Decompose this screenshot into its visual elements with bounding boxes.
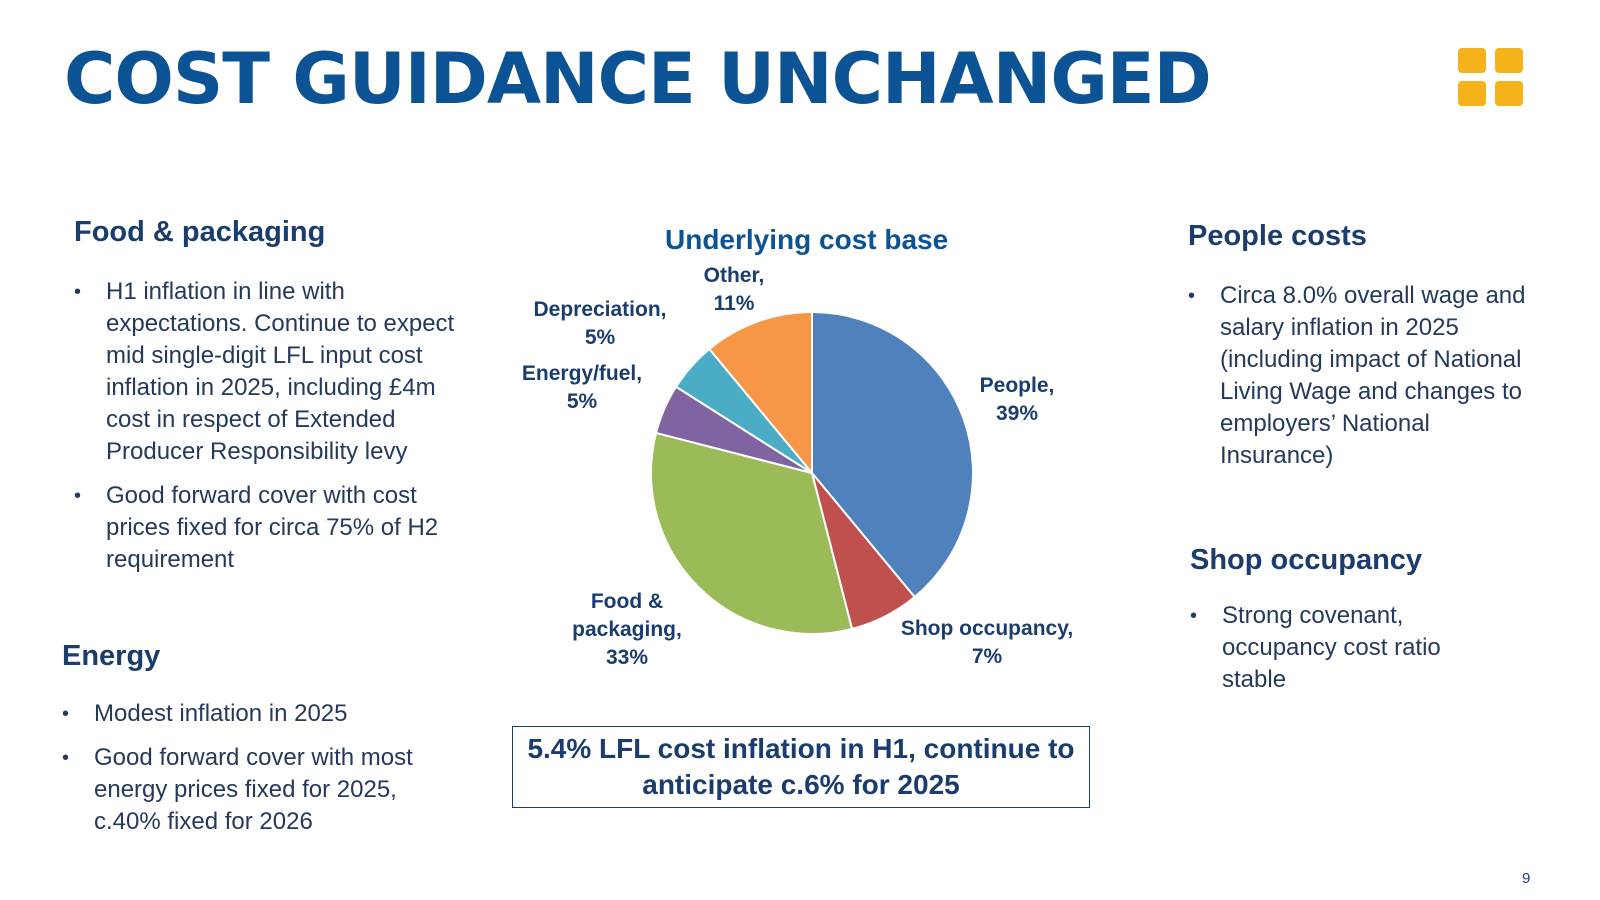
energy-heading: Energy: [62, 640, 161, 672]
slice-label-line: 33%: [606, 646, 648, 669]
slice-label-line: People,: [980, 374, 1055, 397]
logo-square-icon: [1458, 48, 1486, 73]
logo-square-icon: [1458, 81, 1486, 106]
bullet-item: Modest inflation in 2025: [62, 698, 442, 730]
pie-slice: [707, 310, 813, 476]
logo-square-icon: [1495, 81, 1523, 106]
bullet-item: Good forward cover with cost prices fixe…: [74, 480, 464, 576]
bullet-item: Good forward cover with most energy pric…: [62, 742, 442, 838]
pie-slice: [811, 310, 974, 599]
slice-label-line: Energy/fuel,: [522, 362, 642, 385]
chart-title: Underlying cost base: [665, 224, 949, 255]
slice-label: People, 39%: [980, 374, 1055, 425]
slide-title: COST GUIDANCE UNCHANGED: [64, 38, 1212, 120]
people-costs-heading: People costs: [1188, 220, 1367, 252]
bullet-item: Circa 8.0% overall wage and salary infla…: [1188, 280, 1538, 472]
slice-label-line: 7%: [972, 645, 1003, 668]
slice-label: Shop occupancy, 7%: [901, 617, 1073, 668]
slice-label: Depreciation, 5%: [533, 298, 666, 349]
slice-label-line: Food &: [591, 590, 663, 613]
slice-label-line: 5%: [567, 390, 598, 413]
slice-label: Food & packaging, 33%: [572, 590, 682, 669]
four-squares-logo-icon: [1458, 48, 1524, 106]
callout-box: 5.4% LFL cost inflation in H1, continue …: [512, 726, 1090, 808]
pie-slice: [650, 431, 854, 635]
slice-label-line: Shop occupancy,: [901, 617, 1073, 640]
slice-label: Other, 11%: [704, 264, 765, 315]
shop-occupancy-heading: Shop occupancy: [1190, 544, 1423, 576]
food-packaging-heading: Food & packaging: [74, 216, 326, 248]
food-packaging-bullets: H1 inflation in line with expectations. …: [74, 276, 464, 588]
shop-occupancy-bullets: Strong covenant, occupancy cost ratio st…: [1190, 600, 1510, 708]
slice-label-line: Other,: [704, 264, 765, 287]
energy-bullets: Modest inflation in 2025 Good forward co…: [62, 698, 442, 850]
slice-label-line: 5%: [585, 326, 616, 349]
page-number: 9: [1522, 870, 1531, 887]
bullet-item: Strong covenant, occupancy cost ratio st…: [1190, 600, 1510, 696]
slice-label-line: 11%: [714, 292, 755, 315]
slice-label-line: 39%: [996, 402, 1038, 425]
slice-label-line: packaging,: [572, 618, 682, 641]
bullet-item: H1 inflation in line with expectations. …: [74, 276, 464, 468]
logo-square-icon: [1495, 48, 1523, 73]
slice-label: Energy/fuel, 5%: [522, 362, 642, 413]
slice-label-line: Depreciation,: [533, 298, 666, 321]
people-costs-bullets: Circa 8.0% overall wage and salary infla…: [1188, 280, 1538, 484]
